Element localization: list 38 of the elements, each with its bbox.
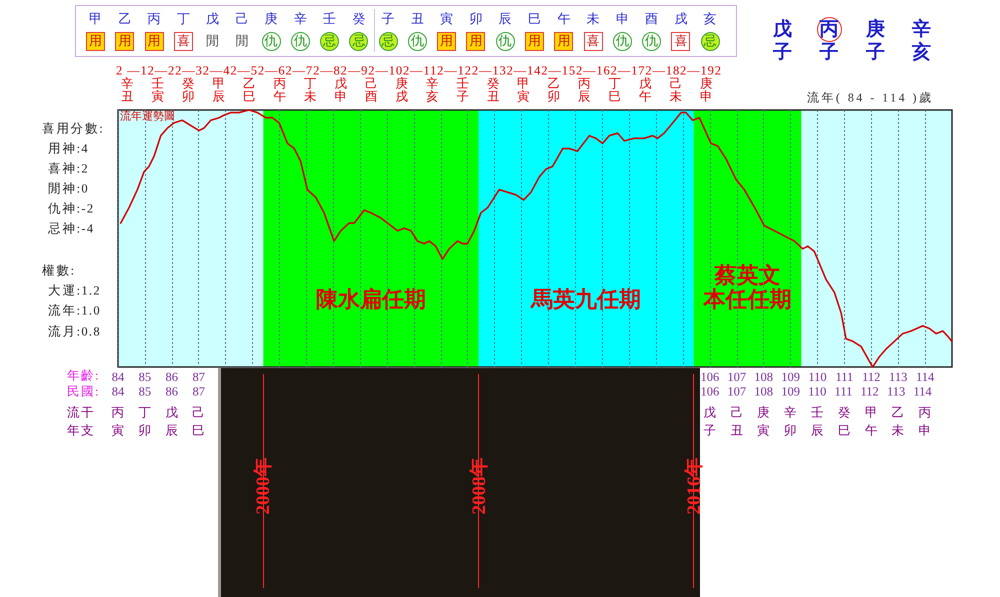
- text: 戊 丙 庚 辛: [773, 19, 932, 40]
- text: 2000年: [252, 458, 276, 514]
- x-tick-label: 113: [889, 370, 908, 384]
- text: 2 —12—22—32—42—52—62—72—82—92—102—112—122—132—142—152—162—172—182—192: [116, 63, 722, 77]
- text: 權數: 大運:1.2 流年:1.0 流月:0.8: [42, 262, 101, 340]
- text: 年齡:: [67, 368, 100, 384]
- band-label: 蔡英文本任任期: [702, 262, 792, 312]
- text: 丙 丁 戊 己: [112, 404, 206, 422]
- x-tick-label: 86: [166, 370, 178, 384]
- x-tick-label: 87: [192, 370, 205, 384]
- x-tick-label: 114: [916, 370, 935, 384]
- text: 辛 壬 癸 甲 乙 丙 丁 戊 己 庚 辛 壬 癸 甲 乙 丙 丁 戊 己 庚: [121, 76, 714, 90]
- x-tick-label: 84: [112, 370, 125, 384]
- text: 子 丑 寅 卯 辰 巳 午 未 申: [703, 422, 932, 439]
- text: 用 用 用 喜 閒 閒 仇 仇 忌 忌 忌 仇 用 用 仇 用 用 喜 仇 仇 喜 忌: [89, 33, 717, 48]
- text: 106 107 108 109 110 111 112 113 114: [700, 384, 932, 400]
- x-tick-label: 111: [835, 370, 854, 384]
- chart-title: 流年運勢圖: [120, 110, 175, 122]
- text: 流干: [67, 404, 95, 422]
- x-tick-label: 109: [781, 370, 800, 384]
- text: 戊 己 庚 辛 壬 癸 甲 乙 丙: [703, 404, 932, 422]
- text: 甲 乙 丙 丁 戊 己 庚 辛 壬 癸 子 丑 寅 卯 辰 巳 午 未 申 酉 戌 亥: [89, 11, 717, 26]
- x-tick-label: 85: [138, 370, 152, 384]
- x-tick-label: 106: [700, 370, 720, 384]
- text: 2008年: [468, 458, 490, 514]
- text: 子 子 子 亥: [773, 42, 932, 63]
- text: 流年( 84 - 114 )歲: [807, 90, 934, 106]
- x-tick-label: 112: [862, 370, 880, 384]
- text: 丑 寅 卯 辰 巳 午 未 申 酉 戌 亥 子 丑 寅 卯 辰 巳 午 未 申: [121, 90, 714, 104]
- x-tick-label: 108: [754, 370, 774, 384]
- x-tick-label: 107: [727, 370, 746, 384]
- text: 84 85 86 87: [112, 384, 205, 400]
- text: 年支: [67, 422, 95, 439]
- text: 寅 卯 辰 巳: [112, 422, 206, 439]
- x-tick-label: 110: [808, 370, 827, 384]
- text: 民國:: [67, 384, 100, 400]
- text: 2016年: [682, 458, 706, 514]
- text: 喜用分數: 用神:4 喜神:2 閒神:0 仇神:-2 忌神:-4: [42, 120, 104, 237]
